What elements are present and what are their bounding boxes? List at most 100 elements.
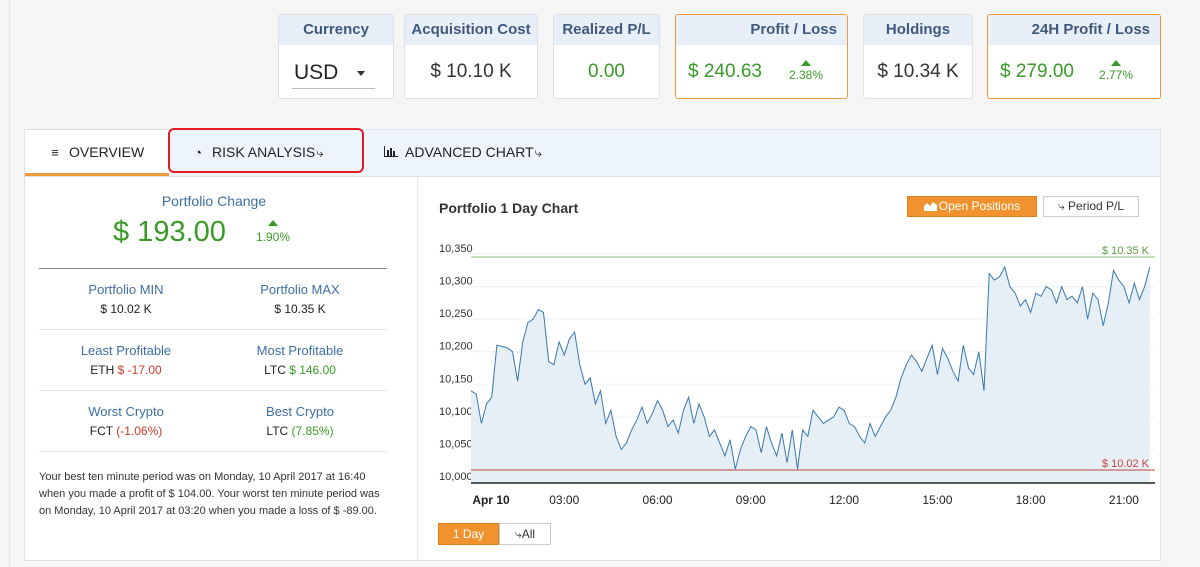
y-tick-label: 10,050 <box>439 438 473 450</box>
acquisition-cost-card: Acquisition Cost $ 10.10 K <box>404 14 538 99</box>
tab-advanced-chart[interactable]: ADVANCED CHART⤷ <box>383 130 542 176</box>
worst-crypto-value: FCT (-1.06%) <box>39 424 213 438</box>
divider <box>39 451 387 452</box>
profit-loss-label: Profit / Loss <box>676 15 847 45</box>
y-tick-label: 10,300 <box>439 276 473 288</box>
divider <box>39 268 387 269</box>
realized-pl-card: Realized P/L 0.00 <box>553 14 660 99</box>
period-summary-text: Your best ten minute period was on Monda… <box>39 471 380 517</box>
x-tick-label: 18:00 <box>1016 493 1046 507</box>
min-line-label: $ 10.02 K <box>1102 458 1150 470</box>
up-triangle-icon <box>268 220 278 226</box>
worst-crypto: Worst Crypto FCT (-1.06%) <box>39 404 213 438</box>
tab-overview[interactable]: ≡ OVERVIEW <box>25 130 169 176</box>
tab-bar: ≡ OVERVIEW ◔ RISK ANALYSIS⤷ ADVANCED CHART… <box>25 128 1160 177</box>
profit-loss-24h-label: 24H Profit / Loss <box>988 15 1160 45</box>
profit-loss-24h-value: $ 279.00 <box>1000 61 1074 82</box>
profit-loss-24h-change: 2.77% <box>1096 60 1136 82</box>
best-crypto-pct: (7.85%) <box>291 424 334 438</box>
least-profitable-label: Least Profitable <box>80 343 172 358</box>
x-tick-label: 06:00 <box>643 493 673 507</box>
best-crypto-coin: LTC <box>266 424 289 438</box>
y-tick-label: 10,000 <box>439 471 473 483</box>
profit-loss-pct: 2.38% <box>788 68 824 82</box>
portfolio-min: Portfolio MIN $ 10.02 K <box>39 282 213 316</box>
portfolio-change-pct-value: 1.90% <box>255 230 291 244</box>
currency-card: Currency USD <box>278 14 394 99</box>
lightning-icon: ⤷ <box>1057 199 1065 213</box>
profit-loss-24h-card: 24H Profit / Loss $ 279.00 2.77% <box>987 14 1161 99</box>
area-fill <box>471 267 1150 482</box>
currency-select[interactable]: USD <box>292 61 375 89</box>
x-tick-label: Apr 10 <box>472 493 510 507</box>
portfolio-change-value: $ 193.00 <box>113 216 226 248</box>
lightning-icon: ⤷ <box>514 527 522 541</box>
least-profitable-amount: $ -17.00 <box>117 363 162 377</box>
acquisition-cost-label: Acquisition Cost <box>405 15 537 45</box>
portfolio-change-pct: 1.90% <box>253 220 293 244</box>
least-profitable-coin: ETH <box>90 363 115 377</box>
tab-risk-analysis[interactable]: ◔ RISK ANALYSIS⤷ <box>190 130 323 176</box>
portfolio-panel: ≡ OVERVIEW ◔ RISK ANALYSIS⤷ ADVANCED CHART… <box>24 128 1161 561</box>
series-line <box>470 265 1151 470</box>
least-profitable-value: ETH $ -17.00 <box>39 363 213 377</box>
period-pl-button[interactable]: ⤷ Period P/L <box>1043 196 1139 217</box>
currency-value: USD <box>294 61 339 84</box>
lightning-icon: ⤷ <box>534 145 542 160</box>
tab-risk-analysis-label: RISK ANALYSIS <box>212 144 316 160</box>
profit-loss-card: Profit / Loss $ 240.63 2.38% <box>675 14 848 99</box>
realized-pl-label: Realized P/L <box>554 15 659 45</box>
range-1day-button[interactable]: 1 Day <box>438 523 499 545</box>
range-all-label: All <box>521 527 536 541</box>
realized-pl-value: 0.00 <box>588 61 625 82</box>
divider <box>39 329 387 330</box>
range-1day-label: 1 Day <box>452 527 485 541</box>
profit-loss-24h-pct: 2.77% <box>1098 68 1134 82</box>
caret-down-icon <box>357 71 365 76</box>
divider <box>39 390 387 391</box>
max-line-label: $ 10.35 K <box>1102 245 1150 257</box>
currency-label: Currency <box>279 15 393 45</box>
tab-advanced-chart-label: ADVANCED CHART <box>405 144 534 160</box>
open-positions-label: Open Positions <box>938 199 1021 213</box>
worst-crypto-label: Worst Crypto <box>88 404 164 419</box>
range-all-button[interactable]: ⤷All <box>499 523 551 545</box>
x-tick-label: 15:00 <box>922 493 952 507</box>
chart-title: Portfolio 1 Day Chart <box>439 200 579 216</box>
y-tick-label: 10,350 <box>439 243 473 255</box>
y-tick-label: 10,200 <box>439 341 473 353</box>
portfolio-max: Portfolio MAX $ 10.35 K <box>213 282 387 316</box>
portfolio-max-value: $ 10.35 K <box>274 302 326 316</box>
y-tick-label: 10,150 <box>439 373 473 385</box>
portfolio-change-label: Portfolio Change <box>161 193 267 209</box>
x-tick-label: 21:00 <box>1109 493 1139 507</box>
holdings-value: $ 10.34 K <box>877 61 959 82</box>
best-crypto-label: Best Crypto <box>266 404 334 419</box>
align-center-icon: ≡ <box>51 145 59 160</box>
bar-chart-icon <box>383 131 399 175</box>
most-profitable-coin: LTC <box>264 363 286 377</box>
acquisition-cost-value: $ 10.10 K <box>430 61 512 82</box>
best-crypto: Best Crypto LTC (7.85%) <box>213 404 387 438</box>
most-profitable-value: LTC $ 146.00 <box>213 363 387 377</box>
up-triangle-icon <box>1111 60 1121 66</box>
profit-loss-value: $ 240.63 <box>688 61 762 82</box>
area-chart-icon <box>923 202 937 211</box>
left-divider <box>9 0 10 567</box>
most-profitable-label: Most Profitable <box>256 343 344 358</box>
worst-crypto-coin: FCT <box>89 424 113 438</box>
tab-overview-label: OVERVIEW <box>69 144 145 160</box>
y-tick-label: 10,250 <box>439 308 473 320</box>
x-tick-label: 12:00 <box>829 493 859 507</box>
period-pl-label: Period P/L <box>1068 199 1125 213</box>
open-positions-button[interactable]: Open Positions <box>907 196 1037 217</box>
y-tick-label: 10,100 <box>439 406 473 418</box>
holdings-label: Holdings <box>864 15 972 45</box>
portfolio-max-label: Portfolio MAX <box>260 282 340 297</box>
best-crypto-value: LTC (7.85%) <box>213 424 387 438</box>
profit-loss-change: 2.38% <box>786 60 826 82</box>
most-profitable: Most Profitable LTC $ 146.00 <box>213 343 387 377</box>
x-tick-label: 03:00 <box>549 493 579 507</box>
portfolio-min-label: Portfolio MIN <box>88 282 164 297</box>
